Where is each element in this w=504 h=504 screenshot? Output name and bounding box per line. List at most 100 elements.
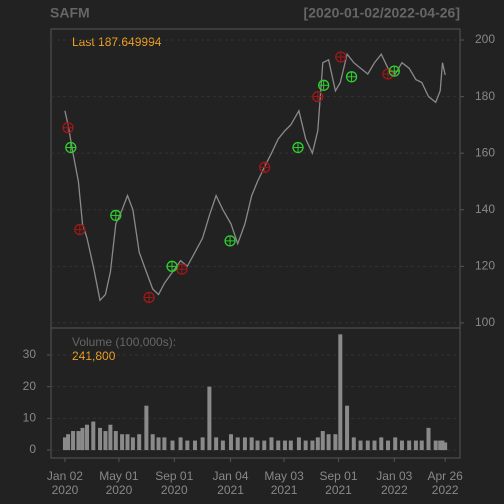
volume-bar <box>66 434 71 451</box>
volume-bar <box>372 440 377 451</box>
y-tick-label: 100 <box>475 315 495 329</box>
x-tick-label: 2021 <box>217 483 244 497</box>
sell-signal <box>74 223 86 236</box>
x-tick-label: Sep 01 <box>155 469 193 483</box>
sell-signal <box>259 161 271 173</box>
volume-bar <box>91 421 96 451</box>
buy-signal <box>166 260 178 272</box>
x-tick-label: Apr 26 <box>427 469 463 483</box>
volume-bar <box>170 440 175 451</box>
volume-bar <box>419 440 424 451</box>
volume-bar <box>242 437 247 451</box>
volume-bar <box>440 440 445 451</box>
volume-panel-frame <box>50 327 461 459</box>
x-tick-label: 2020 <box>161 483 188 497</box>
buy-signal <box>388 65 400 77</box>
volume-bar <box>144 405 149 451</box>
price-line <box>64 52 446 302</box>
buy-signal <box>318 79 330 91</box>
volume-bar <box>262 440 267 451</box>
buy-signal <box>292 141 304 154</box>
volume-bar <box>426 427 431 451</box>
volume-bar <box>358 440 363 451</box>
volume-bar <box>303 440 308 451</box>
volume-bar <box>386 440 391 451</box>
volume-bar <box>84 424 89 451</box>
volume-bar <box>345 405 350 451</box>
volume-bar <box>120 434 125 451</box>
volume-bar <box>125 434 130 451</box>
x-tick-label: 2021 <box>325 483 352 497</box>
volume-bar <box>379 437 384 451</box>
y-tick-label: 0 <box>29 442 36 456</box>
volume-bar <box>276 440 281 451</box>
volume-bar <box>162 437 167 451</box>
volume-bar <box>413 440 418 451</box>
y-tick-label: 30 <box>23 347 37 361</box>
volume-bar <box>255 440 260 451</box>
x-tick-label: 2022 <box>432 483 459 497</box>
last-volume: 241,800 <box>72 349 116 363</box>
volume-bar <box>393 437 398 451</box>
volume-bar <box>80 427 85 451</box>
x-tick-label: May 03 <box>264 469 304 483</box>
y-tick-label: 120 <box>475 259 495 273</box>
volume-bar <box>178 437 183 451</box>
volume-bar <box>433 440 438 451</box>
volume-bar <box>407 440 412 451</box>
volume-bar <box>443 442 448 451</box>
x-tick-label: Jan 04 <box>213 469 249 483</box>
y-tick-label: 160 <box>475 145 495 159</box>
volume-bar <box>228 434 233 451</box>
volume-bar <box>315 437 320 451</box>
sell-signal <box>335 51 347 63</box>
volume-bar <box>338 334 343 451</box>
volume-bar <box>137 434 142 451</box>
x-tick-label: 2021 <box>271 483 298 497</box>
volume-label: Volume (100,000s): <box>72 335 176 349</box>
buy-signal <box>345 71 358 83</box>
volume-bar <box>103 431 108 451</box>
y-tick-label: 20 <box>23 379 37 393</box>
sell-signal <box>312 90 324 103</box>
volume-bar <box>214 437 219 451</box>
x-tick-label: 2020 <box>106 483 133 497</box>
volume-bar <box>200 437 205 451</box>
volume-bar <box>71 431 76 451</box>
volume-bar <box>76 431 81 451</box>
x-tick-label: Jan 03 <box>376 469 412 483</box>
volume-bar <box>156 437 161 451</box>
volume-bar <box>333 434 338 451</box>
chart-subtitle: [2020-01-02/2022-04-26] <box>304 5 460 21</box>
volume-bar <box>320 431 325 451</box>
x-tick-label: May 01 <box>99 469 139 483</box>
y-tick-label: 180 <box>475 89 495 103</box>
volume-bar <box>310 440 315 451</box>
volume-bar <box>113 431 118 451</box>
volume-bar <box>365 440 370 451</box>
sell-signal <box>176 263 188 275</box>
volume-bar <box>326 434 331 451</box>
x-tick-label: 2022 <box>381 483 408 497</box>
volume-bar <box>62 437 67 451</box>
volume-bar <box>235 437 240 451</box>
volume-bar <box>220 440 225 451</box>
sell-signal <box>62 122 74 134</box>
volume-bar <box>296 437 301 451</box>
volume-bar <box>249 437 254 451</box>
y-tick-label: 10 <box>23 411 37 425</box>
volume-bar <box>288 440 293 451</box>
volume-bar <box>282 440 287 451</box>
buy-signal <box>110 209 122 222</box>
volume-bar <box>399 440 404 451</box>
volume-bar <box>351 437 356 451</box>
y-tick-label: 200 <box>475 32 495 46</box>
volume-bar <box>108 424 113 451</box>
x-tick-label: 2020 <box>52 483 79 497</box>
chart-title: SAFM <box>50 5 90 21</box>
volume-bar <box>150 434 155 451</box>
sell-signal <box>382 68 394 80</box>
last-price: Last 187.649994 <box>72 35 162 49</box>
